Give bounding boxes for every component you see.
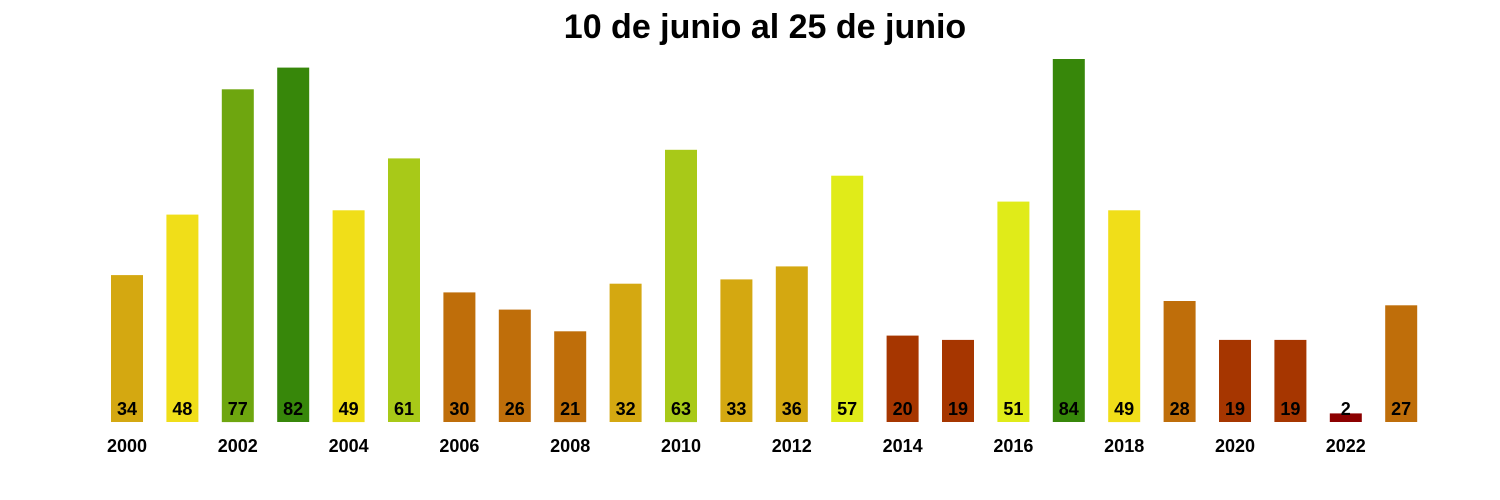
data-label-2008: 21	[560, 399, 580, 419]
bar-2011	[720, 279, 753, 422]
data-label-2023: 27	[1391, 399, 1411, 419]
data-label-2005: 61	[394, 399, 414, 419]
bar-2012	[775, 266, 808, 422]
data-label-2013: 57	[837, 399, 857, 419]
bar-2020	[1219, 339, 1251, 422]
x-tick-label-2014: 2014	[883, 436, 923, 456]
bar-2007	[498, 309, 531, 422]
x-tick-label-2016: 2016	[993, 436, 1033, 456]
data-label-2001: 48	[172, 399, 192, 419]
x-tick-label-2006: 2006	[439, 436, 479, 456]
bar-2022	[1329, 413, 1362, 422]
data-label-2016: 51	[1003, 399, 1023, 419]
bar-2002	[221, 89, 254, 423]
x-tick-label-2018: 2018	[1104, 436, 1144, 456]
data-label-2015: 19	[948, 399, 968, 419]
x-tick-label-2002: 2002	[218, 436, 258, 456]
bar-2000	[111, 275, 143, 422]
data-label-2014: 20	[893, 399, 913, 419]
bar-2006	[443, 292, 476, 422]
bar-2015	[942, 339, 974, 422]
data-label-2019: 28	[1170, 399, 1190, 419]
data-label-2003: 82	[283, 399, 303, 419]
data-label-2011: 33	[726, 399, 746, 419]
data-label-2021: 19	[1280, 399, 1300, 419]
data-label-2002: 77	[228, 399, 248, 419]
bar-2016	[997, 201, 1030, 422]
bar-2023	[1385, 305, 1418, 422]
data-label-2018: 49	[1114, 399, 1134, 419]
x-tick-label-2000: 2000	[107, 436, 147, 456]
x-tick-label-2008: 2008	[550, 436, 590, 456]
data-label-2020: 19	[1225, 399, 1245, 419]
bar-2019	[1163, 301, 1196, 422]
data-label-2010: 63	[671, 399, 691, 419]
bar-2009	[609, 283, 642, 422]
bar-2017	[1052, 59, 1085, 422]
data-label-2004: 49	[339, 399, 359, 419]
chart-title: 10 de junio al 25 de junio	[563, 8, 967, 46]
bar-2010	[665, 149, 697, 423]
bar-2003	[277, 67, 310, 422]
data-label-2009: 32	[616, 399, 636, 419]
bar-2005	[388, 158, 420, 422]
x-tick-label-2012: 2012	[772, 436, 812, 456]
bar-2004	[332, 210, 365, 423]
bar-2018	[1108, 210, 1141, 423]
data-label-2000: 34	[117, 399, 137, 419]
data-label-2012: 36	[782, 399, 802, 419]
x-tick-label-2010: 2010	[661, 436, 701, 456]
data-label-2017: 84	[1059, 399, 1079, 419]
data-label-2006: 30	[449, 399, 469, 419]
bar-2013	[831, 175, 864, 422]
x-tick-label-2020: 2020	[1215, 436, 1255, 456]
bar-2001	[166, 214, 199, 422]
x-tick-label-2022: 2022	[1326, 436, 1366, 456]
bar-2021	[1274, 339, 1307, 422]
data-label-2022: 2	[1341, 399, 1351, 419]
bar-2008	[554, 331, 587, 423]
x-tick-label-2004: 2004	[329, 436, 369, 456]
bar-2014	[886, 335, 919, 422]
data-label-2007: 26	[505, 399, 525, 419]
